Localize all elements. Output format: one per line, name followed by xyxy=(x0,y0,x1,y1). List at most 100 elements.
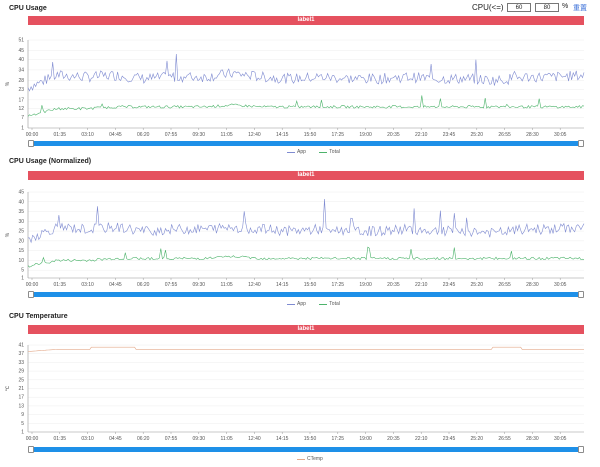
x-tick-label: 01:35 xyxy=(54,436,67,442)
y-tick-label: 25 xyxy=(18,377,24,383)
slider-handle-right[interactable] xyxy=(578,446,584,453)
x-tick-label: 14:15 xyxy=(276,282,289,288)
y-tick-label: 7 xyxy=(21,115,24,121)
x-tick-label: 26:55 xyxy=(498,132,511,138)
x-tick-label: 26:55 xyxy=(498,282,511,288)
legend-item-ctemp[interactable]: CTemp xyxy=(297,456,323,462)
legend: App Total xyxy=(281,149,346,156)
y-tick-label: 29 xyxy=(18,369,24,375)
slider-track[interactable] xyxy=(28,292,584,297)
series-line-total xyxy=(27,95,585,117)
y-tick-label: 45 xyxy=(18,190,24,196)
x-tick-label: 22:10 xyxy=(415,282,428,288)
series-line-app xyxy=(27,198,585,244)
x-tick-label: 28:30 xyxy=(526,132,539,138)
x-tick-label: 11:05 xyxy=(221,132,233,138)
slider-handle-right[interactable] xyxy=(578,291,584,298)
reset-link[interactable]: 重置 xyxy=(573,5,587,12)
y-tick-label: 40 xyxy=(18,199,24,205)
series-line-ctemp xyxy=(27,346,584,352)
x-tick-label: 20:35 xyxy=(387,132,400,138)
legend-item-total[interactable]: Total xyxy=(319,301,340,307)
x-tick-label: 03:10 xyxy=(81,282,94,288)
x-tick-label: 00:00 xyxy=(26,282,39,288)
x-tick-label: 17:25 xyxy=(332,282,345,288)
legend-label: App xyxy=(297,301,306,307)
cpu-min-input[interactable]: 60 xyxy=(507,3,531,12)
series-line-total xyxy=(27,246,585,268)
legend-item-app[interactable]: App xyxy=(287,301,306,307)
x-tick-label: 04:45 xyxy=(109,282,122,288)
y-tick-label: 40 xyxy=(18,57,24,63)
x-tick-label: 09:30 xyxy=(193,132,206,138)
y-tick-label: 1 xyxy=(21,276,24,282)
y-tick-label: 15 xyxy=(18,248,24,254)
x-tick-label: 07:55 xyxy=(165,436,178,442)
y-axis-label: % xyxy=(5,81,11,86)
x-tick-label: 30:05 xyxy=(554,436,567,442)
x-tick-label: 14:15 xyxy=(276,436,289,442)
x-tick-label: 22:10 xyxy=(415,132,428,138)
x-tick-label: 04:45 xyxy=(109,436,122,442)
x-tick-label: 25:20 xyxy=(471,436,484,442)
x-tick-label: 09:30 xyxy=(193,436,206,442)
x-tick-label: 23:45 xyxy=(443,436,456,442)
slider-track[interactable] xyxy=(28,447,584,452)
y-tick-label: 25 xyxy=(18,229,24,235)
legend: CTemp xyxy=(291,456,329,463)
y-tick-label: 51 xyxy=(18,38,24,44)
x-tick-label: 19:00 xyxy=(359,436,372,442)
x-tick-label: 12:40 xyxy=(248,282,261,288)
x-tick-label: 22:10 xyxy=(415,436,428,442)
chart-title-cpu-usage-normalized: CPU Usage (Normalized) xyxy=(9,158,92,165)
y-tick-label: 10 xyxy=(18,258,24,264)
cpu-threshold-label: CPU(<=) xyxy=(472,3,504,12)
x-tick-label: 28:30 xyxy=(526,282,539,288)
slider-handle-right[interactable] xyxy=(578,140,584,147)
x-tick-label: 25:20 xyxy=(471,282,484,288)
y-tick-label: 34 xyxy=(18,67,24,73)
legend-label: App xyxy=(297,149,306,155)
y-axis-label: % xyxy=(5,232,11,237)
y-tick-label: 33 xyxy=(18,360,24,366)
y-axis-label: ℃ xyxy=(5,385,11,391)
x-tick-label: 06:20 xyxy=(137,282,150,288)
x-tick-label: 19:00 xyxy=(359,132,372,138)
x-tick-label: 20:35 xyxy=(387,436,400,442)
x-tick-label: 12:40 xyxy=(248,132,261,138)
y-tick-label: 20 xyxy=(18,238,24,244)
cpu-max-input[interactable]: 80 xyxy=(535,3,559,12)
x-tick-label: 00:00 xyxy=(26,436,39,442)
y-tick-label: 1 xyxy=(21,430,24,436)
y-tick-label: 23 xyxy=(18,87,24,93)
legend-item-app[interactable]: App xyxy=(287,149,306,155)
y-tick-label: 12 xyxy=(18,106,24,112)
y-tick-label: 5 xyxy=(21,268,24,274)
slider-track[interactable] xyxy=(28,141,584,146)
slider-handle-left[interactable] xyxy=(28,446,34,453)
x-tick-label: 06:20 xyxy=(137,132,150,138)
legend-label: Total xyxy=(329,149,340,155)
x-tick-label: 03:10 xyxy=(81,132,94,138)
x-tick-label: 04:45 xyxy=(109,132,122,138)
x-tick-label: 23:45 xyxy=(443,132,456,138)
y-tick-label: 28 xyxy=(18,78,24,84)
slider-handle-left[interactable] xyxy=(28,291,34,298)
x-tick-label: 15:50 xyxy=(304,282,317,288)
zoom-slider[interactable] xyxy=(28,291,584,298)
x-tick-label: 07:55 xyxy=(165,132,178,138)
x-tick-label: 09:30 xyxy=(193,282,206,288)
cpu-temperature-chart: 1 5 9 13 17 21 25 29 33 37 41 ℃ 00:00 01:35 03:10 04:45… xyxy=(5,343,584,442)
x-tick-label: 17:25 xyxy=(332,436,345,442)
x-tick-label: 20:35 xyxy=(387,282,400,288)
chart-title-cpu-usage: CPU Usage xyxy=(9,5,47,12)
y-tick-label: 35 xyxy=(18,209,24,215)
zoom-slider[interactable] xyxy=(28,140,584,147)
slider-handle-left[interactable] xyxy=(28,140,34,147)
label-bar: label1 xyxy=(28,171,584,180)
x-tick-label: 15:50 xyxy=(304,436,317,442)
legend-item-total[interactable]: Total xyxy=(319,149,340,155)
unit-label: % xyxy=(562,3,569,10)
zoom-slider[interactable] xyxy=(28,446,584,453)
